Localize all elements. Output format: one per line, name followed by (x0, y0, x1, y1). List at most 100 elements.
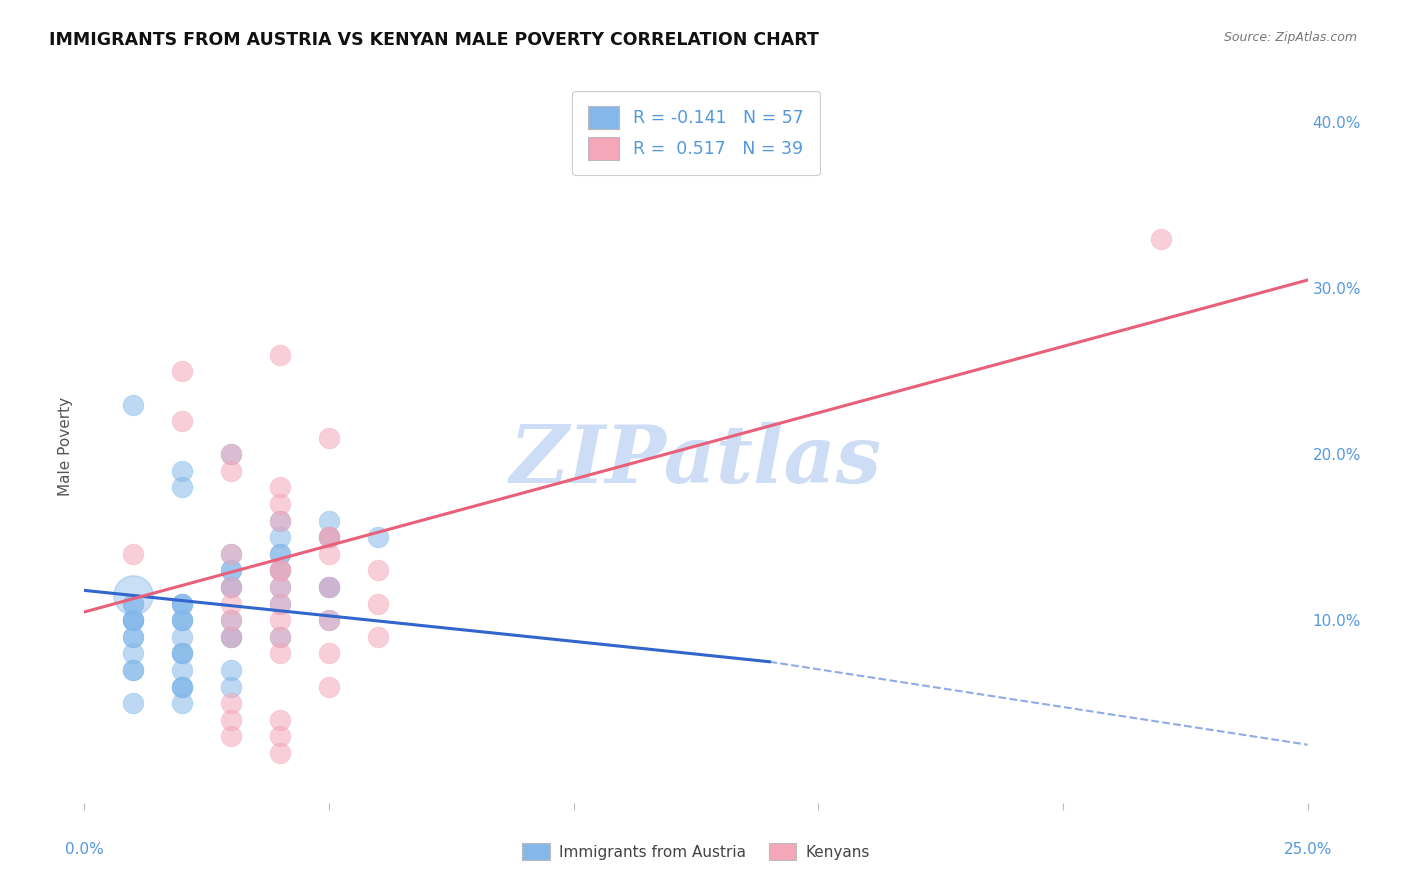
Point (172, 597, 194, 611)
Point (172, 647, 194, 661)
Point (219, 580, 242, 594)
Point (367, 597, 389, 611)
Point (367, 630, 389, 644)
Point (269, 547, 291, 561)
Point (269, 730, 291, 744)
Point (122, 613, 145, 627)
Point (318, 530, 340, 544)
Point (367, 564, 389, 578)
Point (219, 730, 242, 744)
Point (219, 630, 242, 644)
Point (318, 580, 340, 594)
Point (269, 564, 291, 578)
Point (122, 597, 145, 611)
Point (219, 613, 242, 627)
Point (269, 630, 291, 644)
Point (219, 564, 242, 578)
Point (172, 680, 194, 694)
Point (219, 580, 242, 594)
Point (172, 613, 194, 627)
Point (172, 680, 194, 694)
Point (122, 547, 145, 561)
Point (122, 696, 145, 710)
Point (269, 348, 291, 362)
Point (219, 564, 242, 578)
Point (269, 597, 291, 611)
Point (122, 647, 145, 661)
Point (219, 680, 242, 694)
Text: 0.0%: 0.0% (65, 842, 104, 857)
Point (318, 680, 340, 694)
Point (269, 564, 291, 578)
Point (219, 613, 242, 627)
Point (219, 696, 242, 710)
Point (122, 613, 145, 627)
Point (269, 564, 291, 578)
Point (172, 680, 194, 694)
Point (269, 547, 291, 561)
Point (122, 663, 145, 677)
Point (219, 713, 242, 727)
Point (122, 613, 145, 627)
Point (122, 588, 145, 602)
Point (172, 696, 194, 710)
Point (172, 464, 194, 478)
Point (269, 713, 291, 727)
Point (318, 580, 340, 594)
Point (269, 564, 291, 578)
Point (318, 431, 340, 445)
Point (269, 514, 291, 528)
Point (269, 580, 291, 594)
Point (1150, 231, 1173, 245)
Point (269, 530, 291, 544)
Point (122, 630, 145, 644)
Text: Source: ZipAtlas.com: Source: ZipAtlas.com (1223, 31, 1357, 45)
Point (269, 630, 291, 644)
Point (269, 746, 291, 760)
Point (269, 647, 291, 661)
Point (172, 663, 194, 677)
Point (318, 580, 340, 594)
Point (219, 630, 242, 644)
Point (122, 397, 145, 411)
Point (172, 597, 194, 611)
Point (172, 364, 194, 378)
Point (172, 647, 194, 661)
Point (219, 447, 242, 461)
Point (122, 630, 145, 644)
Legend: Immigrants from Austria, Kenyans: Immigrants from Austria, Kenyans (516, 837, 876, 866)
Point (269, 580, 291, 594)
Point (219, 580, 242, 594)
Point (269, 497, 291, 511)
Y-axis label: Male Poverty: Male Poverty (58, 396, 73, 496)
Point (318, 530, 340, 544)
Text: IMMIGRANTS FROM AUSTRIA VS KENYAN MALE POVERTY CORRELATION CHART: IMMIGRANTS FROM AUSTRIA VS KENYAN MALE P… (49, 31, 820, 49)
Point (219, 547, 242, 561)
Point (172, 613, 194, 627)
Point (318, 613, 340, 627)
Point (172, 481, 194, 495)
Text: 25.0%: 25.0% (1284, 842, 1331, 857)
Point (318, 647, 340, 661)
Point (269, 597, 291, 611)
Point (219, 464, 242, 478)
Point (318, 530, 340, 544)
Point (122, 663, 145, 677)
Point (318, 514, 340, 528)
Point (269, 481, 291, 495)
Point (172, 630, 194, 644)
Point (219, 547, 242, 561)
Point (122, 597, 145, 611)
Point (318, 613, 340, 627)
Point (172, 597, 194, 611)
Point (172, 613, 194, 627)
Point (367, 530, 389, 544)
Point (122, 613, 145, 627)
Point (219, 630, 242, 644)
Point (318, 530, 340, 544)
Text: ZIPatlas: ZIPatlas (510, 422, 882, 499)
Point (172, 414, 194, 428)
Point (219, 597, 242, 611)
Point (318, 547, 340, 561)
Point (269, 613, 291, 627)
